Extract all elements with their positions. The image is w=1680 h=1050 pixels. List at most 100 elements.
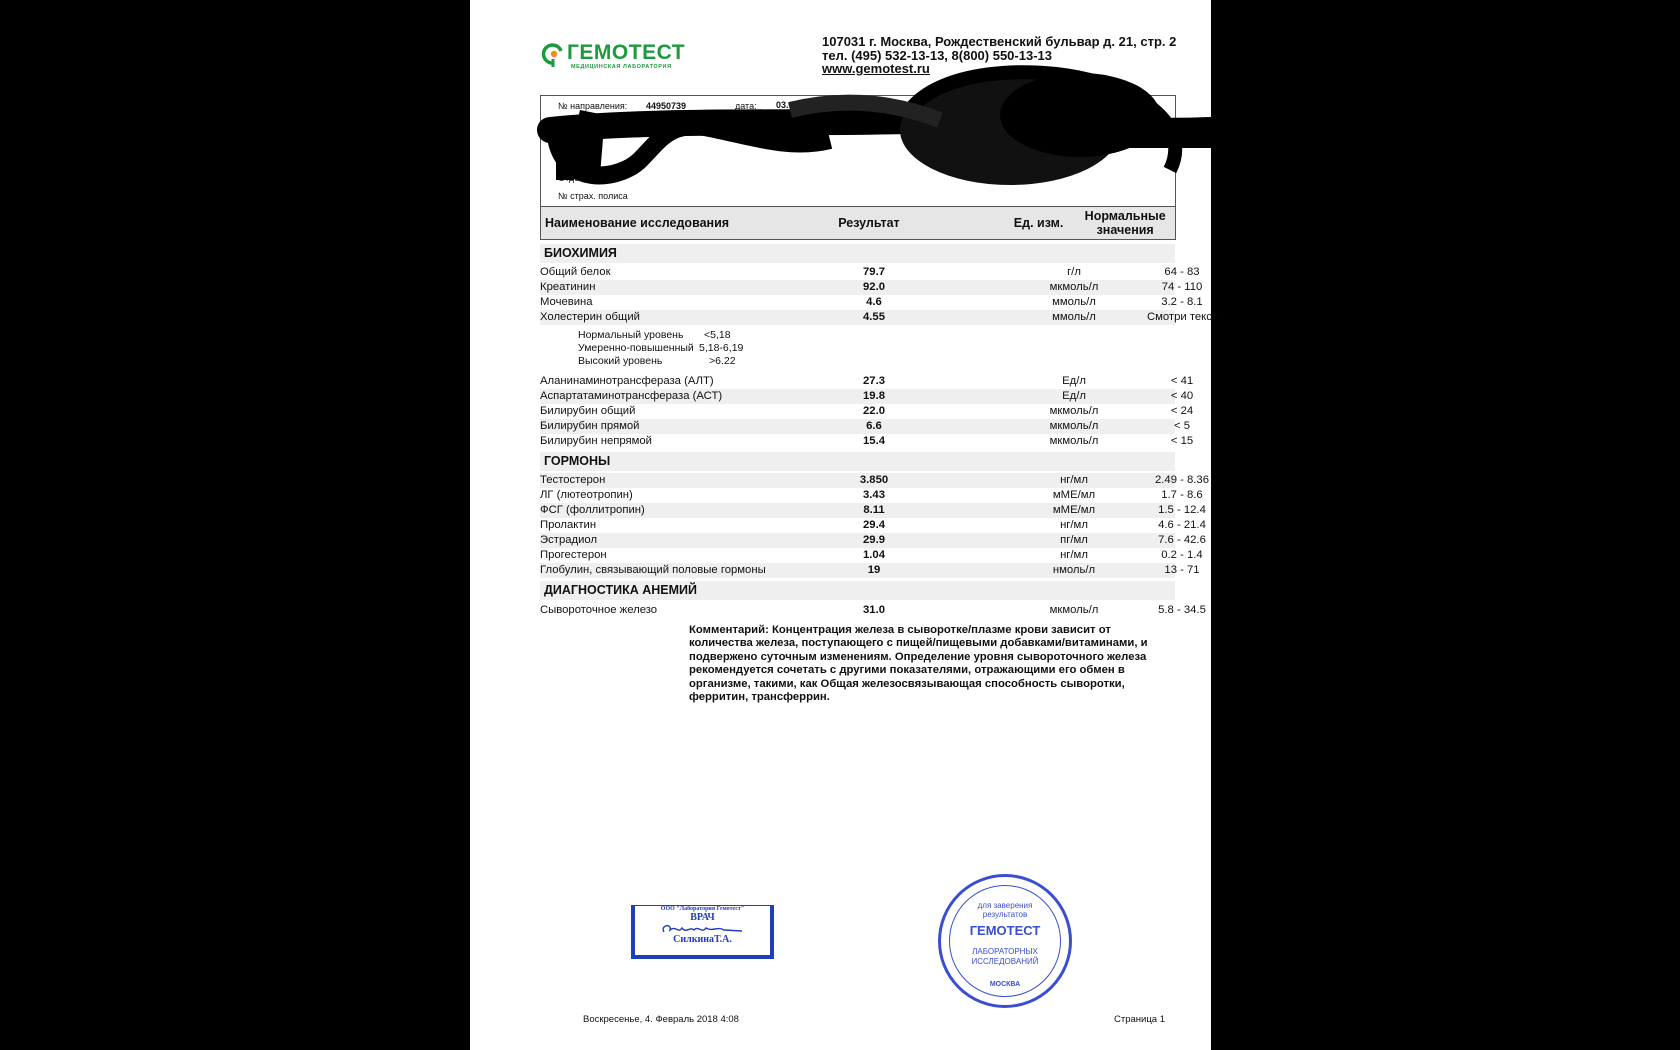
table-row: Общий белок 79.7 г/л 64 - 83 (540, 265, 1200, 280)
test-result: 3.850 (859, 474, 889, 486)
test-result: 6.6 (866, 420, 882, 432)
note-normal: Нормальный уровень <5,18 (578, 329, 731, 341)
referral-number: 44950739 (646, 101, 687, 111)
gemotest-logo: ГЕМОТЕСТ МЕДИЦИНСКАЯ ЛАБОРАТОРИЯ (541, 42, 693, 72)
lab-report-page: ГЕМОТЕСТ МЕДИЦИНСКАЯ ЛАБОРАТОРИЯ 107031 … (470, 0, 1217, 1050)
table-row: ЛГ (лютеотропин) 3.43 мМЕ/мл 1.7 - 8.6 (540, 488, 1203, 503)
round-seal-stamp: для заверения результатов ГЕМОТЕСТ ЛАБОР… (938, 874, 1072, 1008)
section-anemia-title: ДИАГНОСТИКА АНЕМИЙ (540, 581, 1175, 600)
anemia-rows: Сывороточное железо 31.0 мкмоль/л 5.8 - 34.… (540, 603, 1206, 618)
table-row: Мочевина 4.6 ммоль/л 3.2 - 8.1 (540, 295, 1203, 310)
test-name: Эстрадиол (540, 534, 598, 546)
test-result: 92.0 (863, 281, 885, 293)
test-unit: г/л (1067, 266, 1081, 278)
table-row: Холестерин общий 4.55 ммоль/л Смотри текст (540, 310, 1217, 325)
lab-phone: тел. (495) 532-13-13, 8(800) 550-13-13 (822, 47, 1052, 63)
test-result: 31.0 (863, 604, 885, 616)
test-unit: мкмоль/л (1049, 435, 1099, 447)
header-result: Результат (838, 216, 900, 230)
test-norm: < 40 (1170, 390, 1194, 402)
test-name: Прогестерон (540, 549, 607, 561)
test-unit: нг/мл (1060, 474, 1088, 486)
test-result: 29.9 (863, 534, 885, 546)
test-name: Билирубин непрямой (540, 435, 652, 447)
test-norm: 5.8 - 34.5 (1158, 604, 1206, 616)
test-norm: 7.6 - 42.6 (1158, 534, 1206, 546)
test-unit: ммоль/л (1052, 296, 1096, 308)
cholesterol-notes: Нормальный уровень <5,18 Умеренно-повышен… (578, 329, 744, 367)
date-label: дата: (735, 101, 757, 111)
test-unit: нмоль/л (1052, 564, 1096, 576)
test-unit: мМЕ/мл (1052, 504, 1096, 516)
test-name: Аспартатаминотрансфераза (АСТ) (540, 390, 723, 402)
test-result: 8.11 (863, 504, 885, 516)
test-norm: 13 - 71 (1164, 564, 1200, 576)
test-norm: 0.2 - 1.4 (1161, 549, 1203, 561)
test-result: 19.8 (863, 390, 885, 402)
test-norm: Смотри текст (1146, 311, 1218, 323)
test-result: 15.4 (863, 435, 885, 447)
test-unit: пг/мл (1060, 534, 1088, 546)
test-unit: мкмоль/л (1049, 604, 1099, 616)
test-result: 29.4 (863, 519, 885, 531)
section-hormones-title: ГОРМОНЫ (540, 452, 1175, 471)
test-norm: 4.6 - 21.4 (1158, 519, 1206, 531)
lab-address: 107031 г. Москва, Рождественский бульвар… (822, 34, 1177, 49)
test-unit: Ед/л (1062, 390, 1086, 402)
table-row: Пролактин 29.4 нг/мл 4.6 - 21.4 (540, 518, 1206, 533)
test-name: ЛГ (лютеотропин) (540, 489, 633, 501)
header-name: Наименование исследования (545, 216, 730, 230)
test-name: Холестерин общий (540, 311, 640, 323)
test-unit: нг/мл (1060, 519, 1088, 531)
test-norm: < 15 (1170, 435, 1194, 447)
test-result: 79.7 (863, 266, 885, 278)
table-row: Тестостерон 3.850 нг/мл 2.49 - 8.36 (540, 473, 1209, 488)
test-result: 3.43 (863, 489, 885, 501)
test-result: 27.3 (863, 375, 885, 387)
test-result: 19 (867, 564, 881, 576)
header-unit: Ед. изм. (1013, 216, 1064, 230)
test-result: 4.6 (866, 296, 882, 308)
test-unit: нг/мл (1060, 549, 1088, 561)
test-unit: мМЕ/мл (1052, 489, 1096, 501)
test-norm: 2.49 - 8.36 (1154, 474, 1209, 486)
test-unit: мкмоль/л (1049, 420, 1099, 432)
test-result: 22.0 (863, 405, 885, 417)
test-name: Билирубин общий (540, 405, 636, 417)
test-name: Сывороточное железо (540, 604, 658, 616)
test-norm: < 41 (1170, 375, 1194, 387)
table-row: Эстрадиол 29.9 пг/мл 7.6 - 42.6 (540, 533, 1206, 548)
section-biochemistry-title: БИОХИМИЯ (540, 244, 1175, 263)
table-row: ФСГ (фоллитропин) 8.11 мМЕ/мл 1.5 - 12.4 (540, 503, 1206, 518)
test-name: Аланинаминотрансфераза (АЛТ) (540, 375, 714, 387)
page-number: Страница 1 (1114, 1014, 1165, 1025)
test-name: Креатинин (540, 281, 596, 293)
test-unit: Ед/л (1062, 375, 1086, 387)
ring-city-text: МОСКВА (989, 981, 1021, 988)
referral-label: № направления: (558, 101, 628, 111)
header-norm: Нормальные значения (1084, 209, 1166, 237)
print-date: Воскресенье, 4. Февраль 2018 4:08 (583, 1014, 739, 1025)
policy-label: № страх. полиса (558, 191, 628, 201)
table-row: Сывороточное железо 31.0 мкмоль/л 5.8 - 34.… (540, 603, 1206, 618)
lab-contacts: 107031 г. Москва, Рождественский бульвар… (822, 35, 1176, 76)
table-row: Аспартатаминотрансфераза (АСТ) 19.8 Ед/л < … (540, 389, 1193, 404)
test-name: Билирубин прямой (540, 420, 640, 432)
lab-website-link[interactable]: www.gemotest.ru (822, 61, 930, 76)
biochemistry-rows-2: Аланинаминотрансфераза (АЛТ) 27.3 Ед/л < 41… (540, 374, 1193, 449)
test-name: Тестостерон (540, 474, 606, 486)
test-unit: ммоль/л (1052, 311, 1096, 323)
note-moderate: Умеренно-повышенный 5,18-6,19 (578, 341, 744, 354)
table-row: Билирубин общий 22.0 мкмоль/л < 24 (540, 404, 1193, 419)
test-norm: 1.5 - 12.4 (1158, 504, 1206, 516)
results-table-header: Наименование исследования Результат Ед. … (540, 206, 1176, 240)
test-norm: 74 - 110 (1161, 281, 1203, 293)
table-row: Креатинин 92.0 мкмоль/л 74 - 110 (540, 280, 1202, 295)
test-result: 1.04 (863, 549, 885, 561)
test-norm: 64 - 83 (1164, 266, 1200, 278)
redaction-scribble (537, 65, 1211, 185)
test-name: ФСГ (фоллитропин) (540, 504, 645, 516)
table-row: Прогестерон 1.04 нг/мл 0.2 - 1.4 (540, 548, 1203, 563)
test-name: Общий белок (540, 266, 611, 278)
test-norm: < 5 (1173, 420, 1191, 432)
